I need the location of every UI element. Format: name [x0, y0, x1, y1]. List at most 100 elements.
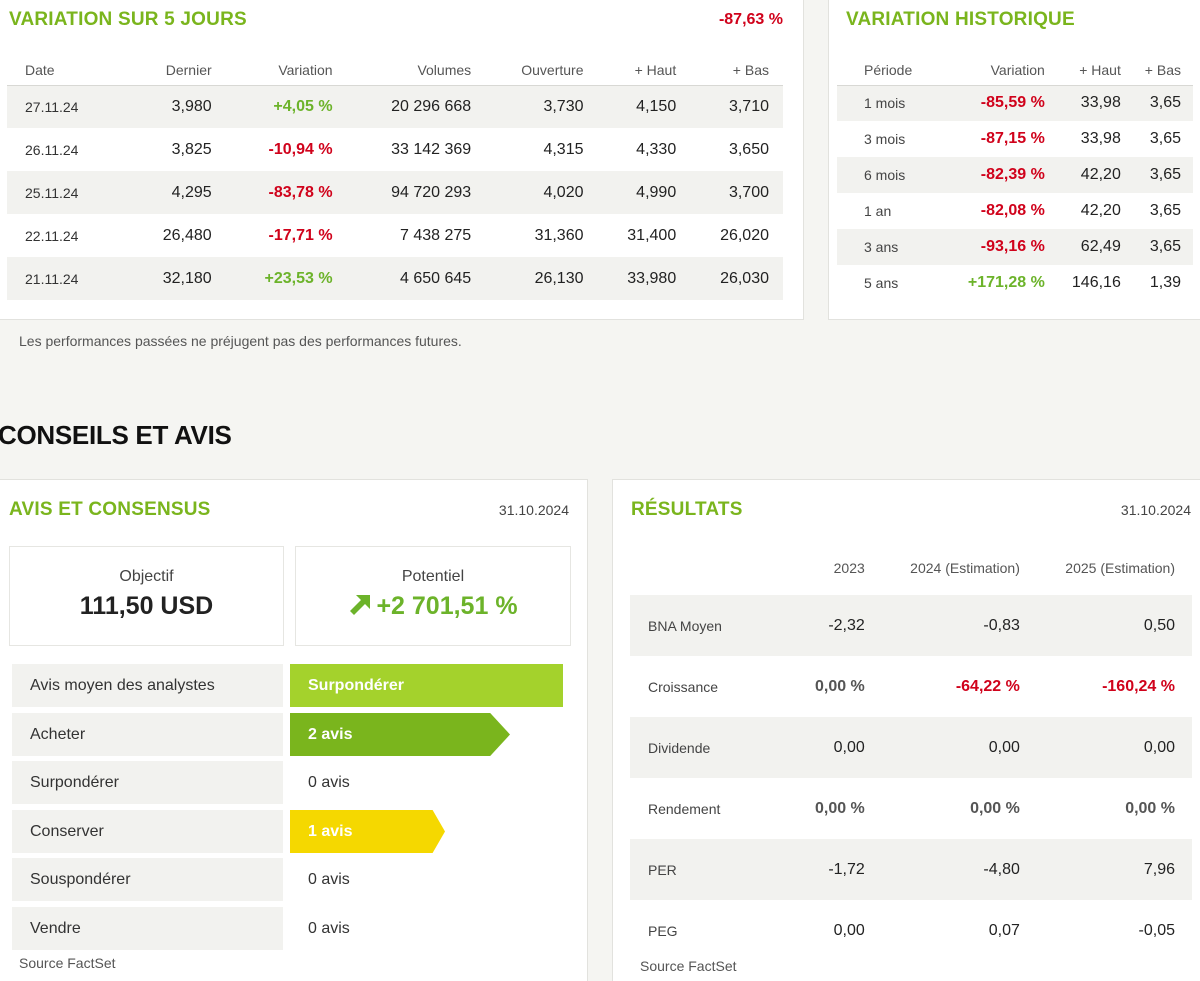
- table-row: 3 mois -87,15 % 33,98 3,65: [837, 121, 1193, 157]
- table-row: PER -1,72 -4,80 7,96: [630, 839, 1192, 900]
- cell-bas: 26,020: [720, 226, 769, 244]
- cell-bas: 3,65: [1149, 94, 1181, 112]
- table-row: 26.11.24 3,825 -10,94 % 33 142 369 4,315…: [7, 128, 783, 171]
- cell-volumes: 7 438 275: [399, 226, 472, 244]
- table-row: 1 an -82,08 % 42,20 3,65: [837, 193, 1193, 229]
- cell-periode: 1 mois: [864, 95, 906, 112]
- cell-volumes: 94 720 293: [391, 183, 472, 201]
- cell-variation: +23,53 %: [264, 269, 333, 287]
- cell-ouverture: 4,315: [543, 140, 584, 158]
- col-2024: 2024 (Estimation): [910, 559, 1020, 576]
- cell-date: 21.11.24: [25, 270, 79, 287]
- variation-historique-title: VARIATION HISTORIQUE: [846, 9, 1075, 30]
- cell-variation: -93,16 %: [980, 238, 1045, 255]
- avis-bar-acheter: 2 avis: [290, 713, 510, 756]
- table-row: 25.11.24 4,295 -83,78 % 94 720 293 4,020…: [7, 171, 783, 214]
- cell-ouverture: 4,020: [543, 183, 584, 201]
- table-row: 22.11.24 26,480 -17,71 % 7 438 275 31,36…: [7, 214, 783, 257]
- cell-2024: -4,80: [983, 860, 1020, 878]
- objectif-label: Objectif: [119, 568, 174, 585]
- cell-variation: -17,71 %: [268, 226, 333, 244]
- col-ouverture: Ouverture: [485, 56, 598, 86]
- potentiel-value-wrap: +2 701,51 %: [296, 592, 570, 621]
- avis-value: 0 avis: [308, 871, 350, 888]
- variation-historique-table: Période Variation + Haut + Bas 1 mois -8…: [837, 56, 1193, 301]
- cell-2024: -0,83: [983, 616, 1020, 634]
- potentiel-label: Potentiel: [401, 568, 465, 585]
- cell-label: PEG: [648, 922, 678, 939]
- table-row: 6 mois -82,39 % 42,20 3,65: [837, 157, 1193, 193]
- cell-2025: 0,00 %: [1125, 799, 1175, 817]
- cell-haut: 33,98: [1080, 130, 1121, 147]
- cell-2024: 0,00 %: [970, 799, 1020, 817]
- cell-haut: 4,150: [636, 97, 677, 115]
- cell-2025: -160,24 %: [1102, 677, 1175, 695]
- avis-row-label: Souspondérer: [12, 858, 283, 901]
- cell-label: Dividende: [648, 739, 711, 756]
- cell-variation: -10,94 %: [268, 140, 333, 158]
- cell-periode: 6 mois: [864, 167, 906, 183]
- avis-row-vendre: Vendre 0 avis: [12, 907, 563, 950]
- cell-label: BNA Moyen: [648, 617, 722, 634]
- avis-value: 0 avis: [308, 774, 350, 791]
- avis-consensus-title: AVIS ET CONSENSUS: [9, 499, 211, 520]
- avis-row-moyen: Avis moyen des analystes Surpondérer: [12, 664, 563, 707]
- cell-ouverture: 31,360: [534, 226, 584, 244]
- cell-haut: 33,98: [1080, 94, 1121, 112]
- cell-2024: -64,22 %: [955, 677, 1020, 695]
- avis-value: 0 avis: [308, 920, 350, 937]
- table-row: BNA Moyen -2,32 -0,83 0,50: [630, 595, 1192, 656]
- cell-haut: 4,990: [636, 183, 677, 201]
- potentiel-box: Potentiel +2 701,51 %: [295, 546, 571, 646]
- variation-historique-card: VARIATION HISTORIQUE Période Variation +…: [828, 0, 1200, 320]
- cell-ouverture: 26,130: [534, 269, 584, 287]
- cell-variation: -83,78 %: [268, 183, 333, 201]
- resultats-date: 31.10.2024: [1120, 502, 1191, 518]
- col-2023: 2023: [833, 559, 865, 576]
- cell-volumes: 20 296 668: [391, 97, 472, 115]
- cell-variation: -85,59 %: [980, 94, 1045, 112]
- resultats-table: 2023 2024 (Estimation) 2025 (Estimation)…: [630, 540, 1192, 961]
- avis-row-label: Acheter: [12, 713, 283, 756]
- cell-dernier: 26,480: [162, 226, 212, 244]
- col-variation: Variation: [225, 56, 347, 86]
- col-date: Date: [7, 56, 133, 86]
- avis-bar-surponderer: Surpondérer: [290, 664, 563, 707]
- cell-label: Rendement: [648, 800, 721, 817]
- cell-haut: 146,16: [1071, 274, 1121, 291]
- objectif-box: Objectif 111,50 USD: [9, 546, 284, 646]
- cell-dernier: 3,980: [171, 97, 212, 115]
- cell-bas: 1,39: [1149, 274, 1181, 291]
- cell-2023: 0,00 %: [814, 677, 865, 695]
- table-row: 21.11.24 32,180 +23,53 % 4 650 645 26,13…: [7, 257, 783, 300]
- cell-bas: 3,650: [728, 140, 769, 158]
- avis-row-conserver: Conserver 1 avis: [12, 810, 563, 853]
- col-haut: + Haut: [1056, 56, 1133, 86]
- disclaimer-text: Les performances passées ne préjugent pa…: [19, 333, 462, 349]
- cell-variation: -87,15 %: [980, 130, 1045, 147]
- cell-label: Croissance: [648, 678, 719, 695]
- cell-bas: 3,65: [1149, 238, 1181, 255]
- avis-row-label: Conserver: [12, 810, 283, 853]
- table-row: 5 ans +171,28 % 146,16 1,39: [837, 265, 1193, 301]
- avis-source: Source FactSet: [19, 955, 116, 971]
- resultats-title: RÉSULTATS: [631, 499, 743, 520]
- cell-volumes: 33 142 369: [391, 140, 472, 158]
- cell-date: 22.11.24: [25, 227, 79, 244]
- col-2025: 2025 (Estimation): [1065, 559, 1175, 576]
- cell-2025: 0,50: [1143, 616, 1175, 634]
- resultats-source: Source FactSet: [640, 958, 737, 974]
- cell-2023: 0,00: [833, 921, 865, 939]
- variation-5-jours-total: -87,63 %: [718, 11, 783, 28]
- cell-haut: 33,980: [627, 269, 677, 287]
- cell-variation: +4,05 %: [273, 97, 333, 115]
- col-periode: Période: [837, 56, 946, 86]
- cell-date: 26.11.24: [25, 141, 79, 158]
- potentiel-value: +2 701,51 %: [376, 592, 518, 620]
- col-volumes: Volumes: [346, 56, 486, 86]
- cell-label: PER: [648, 861, 677, 878]
- cell-2025: 7,96: [1143, 860, 1175, 878]
- cell-2025: 0,00: [1143, 738, 1175, 756]
- table-row: Croissance 0,00 % -64,22 % -160,24 %: [630, 656, 1192, 717]
- avis-row-label: Avis moyen des analystes: [12, 664, 283, 707]
